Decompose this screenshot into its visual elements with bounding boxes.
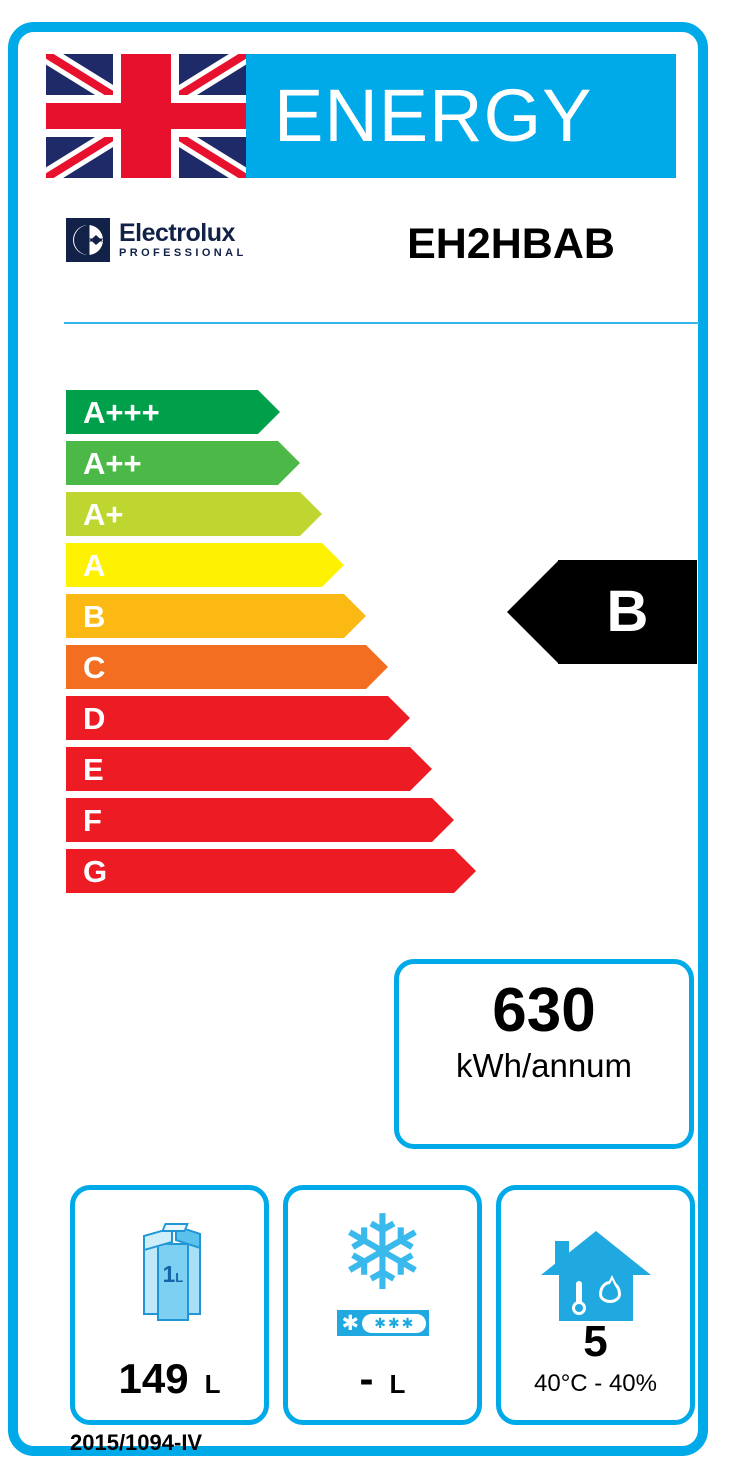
rating-badge: B bbox=[507, 560, 697, 664]
energy-label-frame: ENERGY Electrolux PROFESSIONAL EH2HBAB A… bbox=[8, 22, 708, 1456]
energy-class-bar-body: A++ bbox=[66, 441, 300, 485]
rating-badge-letter: B bbox=[606, 579, 649, 644]
energy-class-label: A bbox=[83, 547, 106, 583]
header-row: ENERGY bbox=[46, 54, 676, 178]
energy-class-bar-body: A+ bbox=[66, 492, 322, 536]
energy-class-label: A+++ bbox=[83, 394, 160, 430]
energy-class-bar: E bbox=[66, 747, 486, 791]
rating-badge-body bbox=[558, 560, 697, 664]
climate-class-box: 5 40°C - 40% bbox=[496, 1185, 695, 1425]
energy-class-bar: B bbox=[66, 594, 486, 638]
energy-class-label: F bbox=[83, 802, 102, 838]
freezer-volume-value: - bbox=[359, 1355, 374, 1402]
electrolux-logo: Electrolux PROFESSIONAL bbox=[66, 218, 247, 262]
freezer-volume-unit: L bbox=[389, 1369, 406, 1399]
energy-class-label: D bbox=[83, 700, 106, 736]
snowflake-icon: ❄ bbox=[338, 1196, 427, 1312]
energy-class-scale: A+++ A++ A+ A B C D E F G bbox=[66, 390, 486, 900]
energy-class-bar-body: C bbox=[66, 645, 388, 689]
energy-class-bar: G bbox=[66, 849, 486, 893]
energy-class-bar-body: F bbox=[66, 798, 454, 842]
climate-icon-area bbox=[501, 1198, 690, 1348]
rating-badge-arrow bbox=[507, 560, 559, 664]
header-divider bbox=[64, 322, 699, 324]
carton-label-value: 1 bbox=[162, 1261, 176, 1287]
freezer-icon-area: ❄ ✱ ✱ ✱ ✱ bbox=[288, 1198, 477, 1348]
energy-class-label: A+ bbox=[83, 496, 124, 532]
brand-tagline: PROFESSIONAL bbox=[119, 247, 247, 259]
fridge-volume-value: 149 bbox=[118, 1355, 189, 1402]
milk-carton-icon: 1L bbox=[137, 1221, 203, 1325]
energy-class-label: B bbox=[83, 598, 106, 634]
energy-class-bar: A+ bbox=[66, 492, 486, 536]
energy-class-label: E bbox=[83, 751, 104, 787]
energy-class-label: A++ bbox=[83, 445, 142, 481]
carton-label-unit: L bbox=[175, 1270, 184, 1285]
frozen-star-rating-icon: ✱ ✱ ✱ ✱ bbox=[336, 1310, 429, 1336]
fridge-icon-area: 1L bbox=[75, 1198, 264, 1348]
energy-class-bar: A+++ bbox=[66, 390, 486, 434]
annual-consumption-unit: kWh/annum bbox=[455, 1047, 633, 1085]
freezer-volume-row: - L bbox=[288, 1358, 477, 1400]
model-name: EH2HBAB bbox=[407, 220, 615, 268]
energy-class-bar: D bbox=[66, 696, 486, 740]
energy-banner-title: ENERGY bbox=[246, 54, 676, 178]
annual-consumption-box: 630 kWh/annum bbox=[394, 959, 694, 1149]
info-boxes: 1L 149 L ❄ ✱ ✱ ✱ ✱ - L bbox=[70, 1185, 695, 1425]
brand-row: Electrolux PROFESSIONAL EH2HBAB bbox=[46, 210, 676, 288]
freezer-volume-box: ❄ ✱ ✱ ✱ ✱ - L bbox=[283, 1185, 482, 1425]
house-climate-icon bbox=[540, 1225, 651, 1321]
brand-name: Electrolux bbox=[119, 219, 235, 247]
electrolux-mark-icon bbox=[66, 218, 110, 262]
energy-class-label: C bbox=[83, 649, 106, 685]
energy-class-bar-body: E bbox=[66, 747, 432, 791]
fridge-volume-box: 1L 149 L bbox=[70, 1185, 269, 1425]
energy-class-bar: A++ bbox=[66, 441, 486, 485]
regulation-reference: 2015/1094-IV bbox=[70, 1430, 203, 1455]
energy-class-label: G bbox=[83, 853, 108, 889]
energy-class-bar-body: G bbox=[66, 849, 476, 893]
fridge-volume-unit: L bbox=[204, 1369, 221, 1399]
energy-class-bar-body: A+++ bbox=[66, 390, 280, 434]
energy-class-bar: C bbox=[66, 645, 486, 689]
climate-class-value: 5 bbox=[583, 1317, 608, 1366]
energy-class-bar-body: A bbox=[66, 543, 344, 587]
climate-class-conditions: 40°C - 40% bbox=[534, 1370, 657, 1397]
uk-flag-icon bbox=[46, 54, 246, 178]
energy-class-bar: A bbox=[66, 543, 486, 587]
energy-class-bar-body: B bbox=[66, 594, 366, 638]
energy-class-bar: F bbox=[66, 798, 486, 842]
fridge-volume-row: 149 L bbox=[75, 1358, 264, 1400]
energy-class-bar-body: D bbox=[66, 696, 410, 740]
annual-consumption-value: 630 bbox=[492, 976, 596, 1045]
